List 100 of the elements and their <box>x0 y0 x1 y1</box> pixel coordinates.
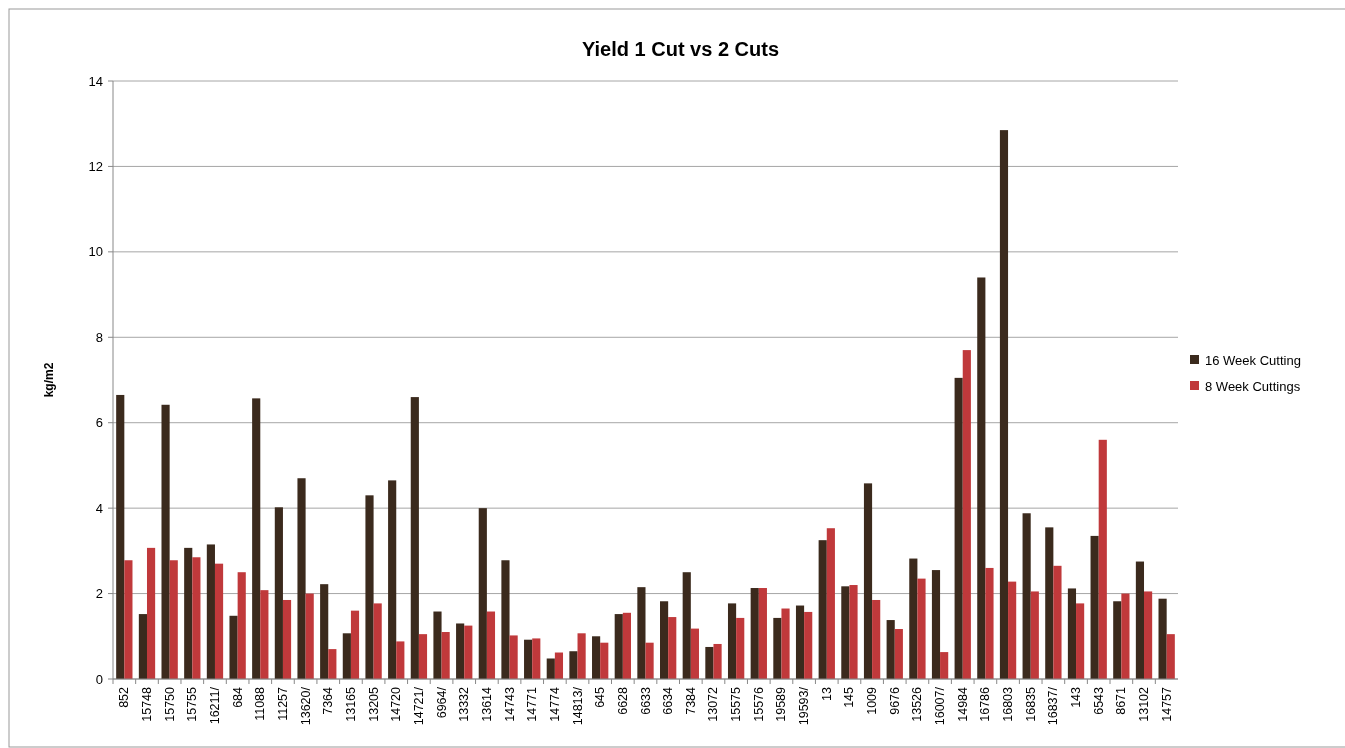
x-tick-label: 13614 <box>479 686 494 722</box>
bar <box>192 557 201 679</box>
bar <box>237 572 246 679</box>
bar <box>1053 565 1062 679</box>
bar <box>486 611 496 679</box>
bar <box>841 586 850 679</box>
bar <box>1008 581 1017 679</box>
x-tick-label: 16837/ <box>1046 686 1061 726</box>
x-tick-label: 13620/ <box>298 686 313 726</box>
y-tick-label: 4 <box>95 500 103 516</box>
bar <box>826 528 835 679</box>
bar <box>645 642 654 679</box>
bar <box>999 130 1009 679</box>
x-tick-label: 15755 <box>185 686 200 722</box>
bar <box>886 620 895 679</box>
bar <box>592 636 601 679</box>
bar <box>124 560 133 679</box>
bar <box>524 639 533 679</box>
bar <box>909 558 918 679</box>
x-tick-label: 15750 <box>162 686 177 722</box>
bar <box>977 277 986 679</box>
bar <box>169 560 178 679</box>
x-tick-label: 13205 <box>366 686 381 722</box>
bar <box>501 560 510 679</box>
bar <box>260 590 269 679</box>
x-tick-label: 19593/ <box>797 686 812 726</box>
x-tick-label: 11257 <box>275 686 290 721</box>
x-tick-label: 16803 <box>1001 686 1016 722</box>
legend-label: 16 Week Cutting <box>1205 352 1301 368</box>
x-tick-label: 13165 <box>343 686 358 722</box>
bar <box>985 567 994 679</box>
bar <box>727 603 737 679</box>
bar <box>804 611 813 679</box>
bar <box>396 641 405 679</box>
bar <box>577 633 586 679</box>
bar <box>940 652 949 679</box>
y-tick-label: 2 <box>95 586 103 602</box>
bar <box>509 635 518 679</box>
bar <box>297 478 306 679</box>
x-tick-label: 684 <box>230 686 245 708</box>
x-tick-label: 7364 <box>321 686 336 715</box>
bar <box>622 612 631 679</box>
x-tick-label: 1009 <box>865 686 880 715</box>
bar <box>795 605 805 679</box>
bar <box>614 614 623 679</box>
bar <box>229 615 238 679</box>
bar <box>917 578 926 679</box>
x-tick-label: 13072 <box>706 686 721 722</box>
bar <box>690 628 699 679</box>
bar <box>1113 601 1122 679</box>
bar <box>894 629 903 679</box>
x-tick-label: 6628 <box>615 686 630 715</box>
bar <box>818 540 827 679</box>
x-tick-label: 16211/ <box>207 686 222 725</box>
x-tick-label: 14720 <box>389 686 404 722</box>
bar <box>274 507 283 679</box>
bar <box>872 599 881 679</box>
bar <box>1045 527 1054 679</box>
bar <box>328 649 337 679</box>
x-tick-label: 13332 <box>457 686 472 722</box>
bar <box>736 617 745 679</box>
y-axis-title: kg/m2 <box>42 362 56 398</box>
x-tick-label: 14774 <box>547 686 562 722</box>
bar <box>705 646 714 679</box>
x-tick-label: 19589 <box>774 686 789 722</box>
bar <box>1022 513 1031 679</box>
bar <box>554 652 564 679</box>
x-tick-label: 13102 <box>1137 686 1152 722</box>
x-tick-label: 14984 <box>955 686 970 722</box>
bar <box>668 617 677 679</box>
bar <box>954 377 963 679</box>
bar <box>282 599 292 679</box>
bar <box>781 608 790 679</box>
bar <box>138 614 147 679</box>
bar <box>206 544 215 679</box>
x-tick-label: 14721/ <box>411 686 426 726</box>
bar <box>1098 439 1107 679</box>
bar <box>713 643 722 679</box>
bar <box>660 601 669 679</box>
x-tick-label: 145 <box>842 686 857 708</box>
bar <box>456 623 465 679</box>
bar <box>441 632 450 679</box>
bar <box>161 404 170 679</box>
x-tick-label: 14771 <box>525 686 540 722</box>
legend-label: 8 Week Cuttings <box>1205 378 1301 394</box>
x-tick-label: 6964/ <box>434 686 449 719</box>
chart-title: Yield 1 Cut vs 2 Cuts <box>581 38 780 60</box>
bar <box>146 547 156 679</box>
x-tick-label: 6634 <box>661 686 676 715</box>
x-tick-label: 143 <box>1069 686 1084 708</box>
x-tick-label: 16835 <box>1023 686 1038 722</box>
bar <box>931 570 941 679</box>
bar <box>478 508 487 679</box>
x-tick-label: 14813/ <box>570 686 585 726</box>
bar <box>773 617 782 679</box>
bar <box>637 587 646 679</box>
bar <box>758 588 767 679</box>
x-tick-label: 14757 <box>1159 686 1174 722</box>
x-tick-label: 7384 <box>683 686 698 715</box>
bar <box>252 398 261 679</box>
